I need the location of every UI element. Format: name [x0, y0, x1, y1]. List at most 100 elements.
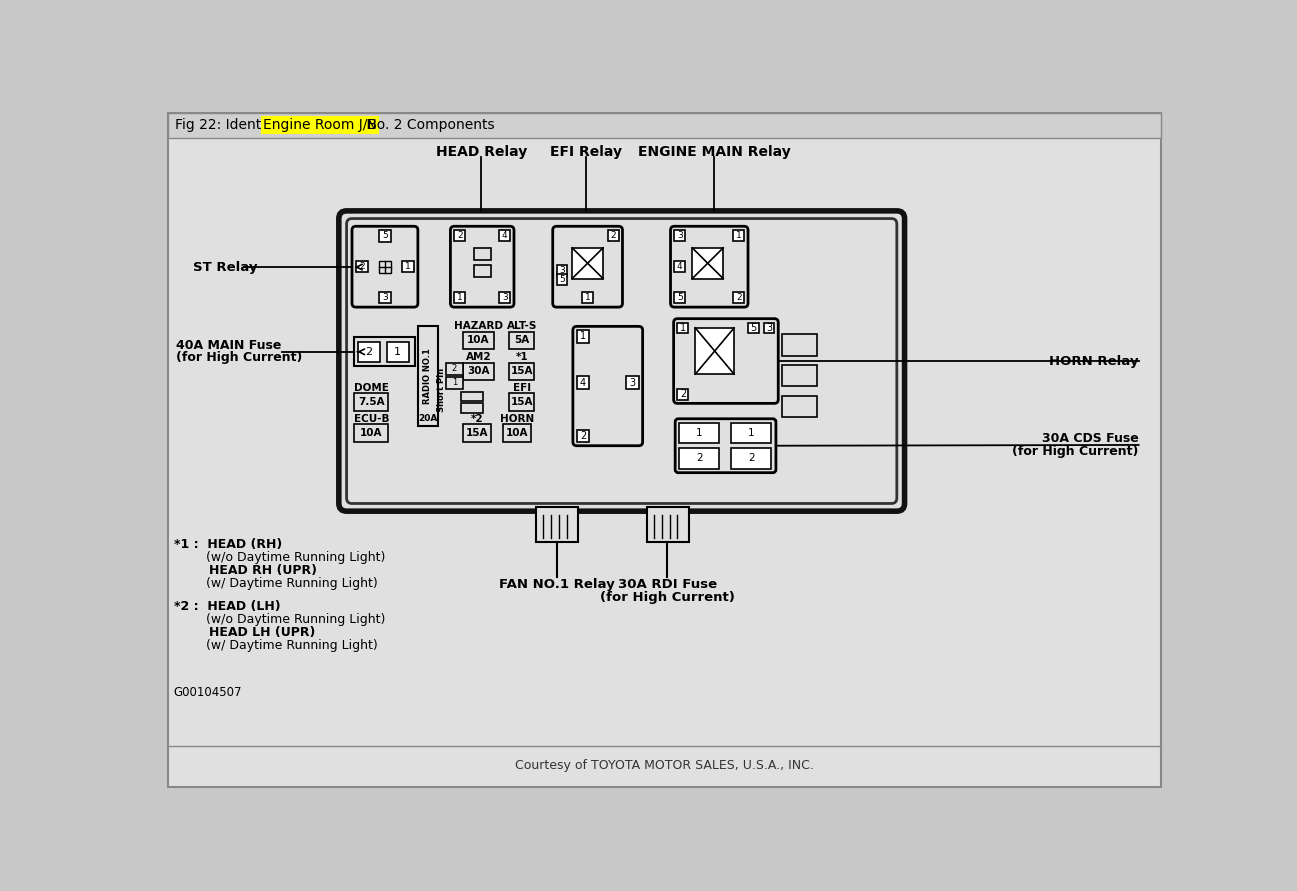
Bar: [732, 448, 772, 469]
Bar: [577, 376, 589, 388]
Bar: [695, 328, 734, 374]
Text: 1: 1: [748, 428, 755, 438]
Text: HORN: HORN: [499, 413, 534, 424]
FancyBboxPatch shape: [671, 226, 748, 307]
Bar: [510, 331, 534, 349]
Text: HAZARD: HAZARD: [454, 322, 503, 331]
Bar: [446, 364, 463, 375]
FancyBboxPatch shape: [676, 419, 776, 472]
Text: 5A: 5A: [514, 335, 529, 345]
Text: 30A: 30A: [467, 366, 489, 376]
Text: (w/o Daytime Running Light): (w/o Daytime Running Light): [174, 552, 385, 564]
Text: HORN Relay: HORN Relay: [1049, 355, 1139, 367]
Bar: [499, 292, 510, 303]
Bar: [674, 292, 685, 303]
Bar: [379, 230, 390, 241]
Text: 2: 2: [696, 454, 703, 463]
Text: 1: 1: [696, 428, 703, 438]
Bar: [379, 260, 392, 273]
Bar: [582, 292, 593, 303]
Bar: [764, 323, 774, 333]
Bar: [354, 337, 415, 366]
Text: Fig 22: Identifying: Fig 22: Identifying: [175, 119, 303, 133]
Bar: [748, 323, 759, 333]
Text: HEAD LH (UPR): HEAD LH (UPR): [174, 625, 315, 639]
Text: HEAD RH (UPR): HEAD RH (UPR): [174, 564, 316, 577]
Bar: [782, 396, 817, 417]
Text: 1: 1: [585, 293, 590, 302]
Text: 30A RDI Fuse: 30A RDI Fuse: [617, 578, 717, 591]
Text: 5: 5: [677, 293, 682, 302]
Text: *2: *2: [471, 413, 482, 424]
Text: *2 :  HEAD (LH): *2 : HEAD (LH): [174, 600, 280, 613]
Bar: [473, 248, 490, 260]
Text: 2: 2: [580, 430, 586, 441]
Text: No. 2 Components: No. 2 Components: [362, 119, 494, 133]
FancyBboxPatch shape: [351, 226, 418, 307]
Text: 3: 3: [383, 293, 388, 302]
Bar: [782, 365, 817, 387]
Text: 4: 4: [580, 378, 586, 388]
Text: 4: 4: [502, 231, 507, 240]
FancyBboxPatch shape: [339, 211, 904, 511]
Bar: [733, 292, 744, 303]
Bar: [677, 323, 689, 333]
Text: DOME: DOME: [354, 383, 389, 393]
Text: 15A: 15A: [511, 396, 533, 407]
FancyBboxPatch shape: [573, 326, 642, 446]
Text: 20A: 20A: [418, 414, 437, 423]
Bar: [446, 377, 463, 388]
Bar: [454, 292, 466, 303]
Text: 2: 2: [366, 347, 372, 356]
Text: 7.5A: 7.5A: [358, 396, 385, 407]
Text: 2: 2: [680, 389, 686, 399]
Text: Engine Room J/B: Engine Room J/B: [263, 119, 377, 133]
Text: ST Relay: ST Relay: [193, 260, 258, 274]
Bar: [169, 113, 1161, 138]
FancyBboxPatch shape: [553, 226, 623, 307]
Text: *1: *1: [515, 352, 528, 362]
Bar: [463, 363, 494, 380]
Bar: [462, 404, 482, 413]
Bar: [418, 326, 438, 427]
Text: AM2: AM2: [466, 352, 492, 362]
Text: HEAD Relay: HEAD Relay: [436, 144, 527, 159]
Text: 3: 3: [559, 266, 565, 275]
Text: 10A: 10A: [506, 428, 528, 437]
Text: 15A: 15A: [511, 366, 533, 376]
Text: 1: 1: [457, 293, 463, 302]
Bar: [782, 334, 817, 356]
Text: (for High Current): (for High Current): [1012, 446, 1139, 458]
Bar: [626, 376, 638, 388]
Bar: [572, 248, 603, 279]
Text: (w/ Daytime Running Light): (w/ Daytime Running Light): [174, 577, 377, 591]
Text: 1: 1: [680, 323, 686, 333]
Text: 3: 3: [502, 293, 507, 302]
Bar: [677, 388, 689, 399]
Bar: [473, 265, 490, 277]
Bar: [733, 230, 744, 241]
Text: Courtesy of TOYOTA MOTOR SALES, U.S.A., INC.: Courtesy of TOYOTA MOTOR SALES, U.S.A., …: [515, 759, 815, 772]
Text: 15A: 15A: [466, 428, 488, 437]
Text: 2: 2: [359, 262, 364, 271]
Bar: [556, 266, 568, 276]
Bar: [674, 261, 685, 272]
Bar: [463, 331, 494, 349]
Text: 40A MAIN Fuse: 40A MAIN Fuse: [176, 339, 281, 352]
Text: G00104507: G00104507: [174, 685, 243, 699]
Bar: [463, 424, 490, 442]
Bar: [355, 261, 367, 273]
Bar: [577, 331, 589, 342]
Text: ENGINE MAIN Relay: ENGINE MAIN Relay: [638, 144, 790, 159]
Text: 2: 2: [457, 231, 463, 240]
FancyBboxPatch shape: [346, 218, 896, 503]
FancyBboxPatch shape: [450, 226, 514, 307]
Text: RADIO NO.1: RADIO NO.1: [423, 348, 432, 405]
Bar: [402, 261, 414, 273]
Text: ECU-B: ECU-B: [354, 413, 389, 424]
Text: ALT-S: ALT-S: [507, 322, 537, 331]
Bar: [556, 274, 568, 285]
FancyBboxPatch shape: [673, 319, 778, 404]
Text: 1: 1: [735, 231, 742, 240]
Bar: [510, 363, 534, 380]
